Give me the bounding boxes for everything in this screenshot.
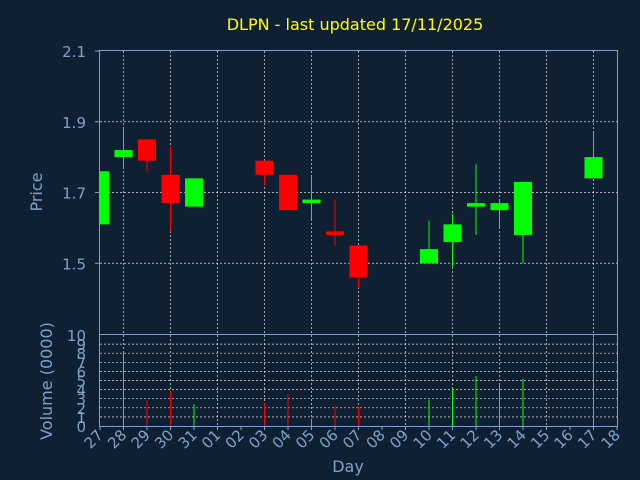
day-tick-label: 04 bbox=[269, 426, 295, 452]
day-tick-label: 30 bbox=[151, 426, 177, 452]
volume-tick-label: 8 bbox=[76, 345, 86, 363]
day-tick-label: 16 bbox=[551, 426, 577, 452]
candle-body bbox=[326, 231, 344, 235]
volume-tick-label: 4 bbox=[76, 382, 86, 400]
day-tick-label: 01 bbox=[198, 426, 224, 452]
volume-tick-label: 9 bbox=[76, 336, 86, 354]
candle-body bbox=[584, 157, 603, 179]
day-tick-label: 17 bbox=[574, 426, 600, 452]
day-tick-label: 15 bbox=[527, 426, 553, 452]
volume-tick-label: 5 bbox=[76, 373, 86, 391]
candle-body bbox=[114, 150, 133, 158]
day-axis-ticks: 2728293031010203040506070809101112131415… bbox=[81, 426, 624, 452]
volume-tick-label: 7 bbox=[76, 354, 86, 372]
day-tick-label: 18 bbox=[598, 426, 624, 452]
day-tick-label: 12 bbox=[457, 426, 483, 452]
day-tick-label: 28 bbox=[104, 426, 130, 452]
candle-body bbox=[420, 249, 438, 264]
candle-body bbox=[100, 171, 109, 225]
volume-tick-label: 6 bbox=[76, 363, 86, 381]
volume-tick-label: 10 bbox=[67, 327, 86, 345]
price-tick-label: 1.5 bbox=[62, 255, 86, 273]
day-tick-label: 03 bbox=[245, 426, 271, 452]
candle-body bbox=[349, 245, 368, 278]
day-tick-label: 29 bbox=[128, 426, 154, 452]
day-tick-label: 11 bbox=[433, 426, 459, 452]
day-tick-label: 06 bbox=[316, 426, 342, 452]
volume-tick-label: 1 bbox=[76, 409, 86, 427]
day-tick-label: 02 bbox=[222, 426, 248, 452]
candle-body bbox=[514, 181, 532, 235]
volume-axis-label: Volume (0000) bbox=[37, 322, 56, 440]
day-tick-label: 10 bbox=[410, 426, 436, 452]
price-tick-label: 1.7 bbox=[62, 185, 86, 203]
day-tick-label: 14 bbox=[504, 426, 530, 452]
candle-body bbox=[185, 178, 203, 207]
day-tick-label: 05 bbox=[292, 426, 318, 452]
candle-body bbox=[302, 199, 321, 204]
volume-bars bbox=[123, 337, 594, 426]
price-axis-label: Price bbox=[27, 172, 46, 211]
volume-tick-label: 0 bbox=[76, 418, 86, 436]
candle-bodies bbox=[100, 139, 603, 278]
day-tick-label: 31 bbox=[175, 426, 201, 452]
day-axis-label: Day bbox=[332, 457, 364, 476]
candle-body bbox=[443, 224, 462, 243]
candle-body bbox=[161, 174, 180, 204]
chart-title: DLPN - last updated 17/11/2025 bbox=[227, 15, 484, 34]
candle-body bbox=[467, 203, 485, 207]
day-tick-label: 07 bbox=[339, 426, 365, 452]
day-tick-label: 13 bbox=[480, 426, 506, 452]
price-tick-label: 1.9 bbox=[62, 114, 86, 132]
candle-body bbox=[138, 139, 156, 161]
candle-body bbox=[255, 160, 274, 175]
candle-body bbox=[279, 174, 297, 211]
candle-body bbox=[490, 203, 509, 211]
price-tick-label: 2.1 bbox=[62, 43, 86, 61]
price-axis-ticks: 1.5 1.7 1.9 2.1 bbox=[62, 43, 100, 273]
day-tick-label: 08 bbox=[363, 426, 389, 452]
volume-tick-label: 3 bbox=[76, 391, 86, 409]
volume-tick-label: 2 bbox=[76, 400, 86, 418]
day-tick-label: 09 bbox=[386, 426, 412, 452]
